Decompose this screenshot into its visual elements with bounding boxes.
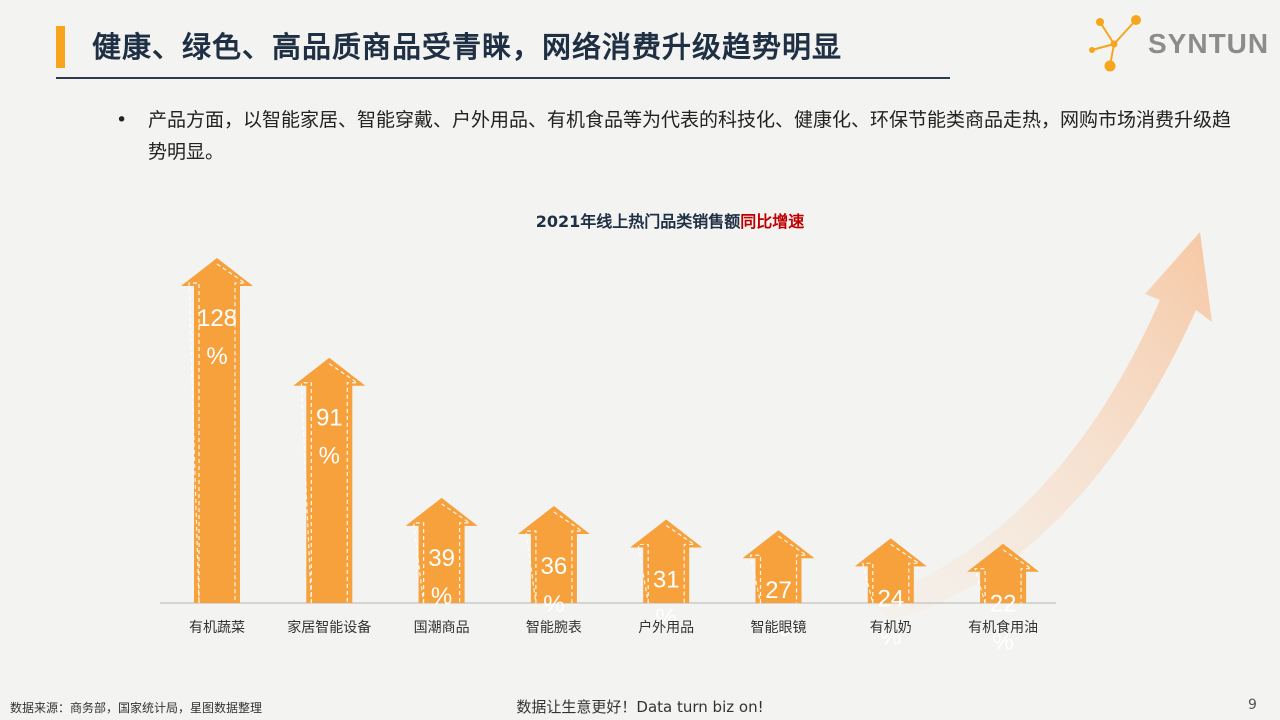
data-label-value-6: 24 [877,585,904,612]
data-label-suffix-3: % [543,591,564,618]
category-label-3: 智能腕表 [526,620,582,636]
category-label-2: 国潮商品 [414,620,470,636]
bullet-point: • 产品方面，以智能家居、智能穿戴、户外用品、有机食品等为代表的科技化、健康化、… [116,104,1240,168]
category-label-7: 有机食用油 [968,619,1038,636]
chart-title-highlight: 同比增速 [740,212,805,231]
bullet-text: 产品方面，以智能家居、智能穿戴、户外用品、有机食品等为代表的科技化、健康化、环保… [148,109,1232,163]
bar-outline-7 [974,549,1034,604]
data-label-value-4: 31 [653,566,680,593]
data-label-value-5: 27 [765,577,792,604]
data-label-suffix-7: % [992,629,1013,656]
category-label-4: 户外用品 [638,619,694,636]
bar-outline-5 [749,535,809,604]
logo-text: SYNTUN [1148,28,1270,59]
category-label-6: 有机奶 [870,620,912,636]
data-label-value-2: 39 [428,545,455,572]
data-label-value-0: 128 [197,305,237,332]
trend-arrow-icon [870,232,1212,620]
footer-slogan: 数据让生意更好！Data turn biz on! [516,698,764,716]
chart-title: 2021年线上热门品类销售额同比增速 [0,208,1280,232]
title-divider [56,77,950,79]
data-label-suffix-2: % [431,583,452,610]
page-title: 健康、绿色、高品质商品受青睐，网络消费升级趋势明显 [92,30,843,64]
title-accent-bar [56,26,65,68]
footer-source: 数据来源：商务部，国家统计局，星图数据整理 [10,701,263,715]
bar-arrow-4 [630,519,703,603]
data-label-suffix-5: % [768,615,789,642]
data-label-value-1: 91 [316,405,343,432]
category-label-0: 有机蔬菜 [189,620,245,636]
bar-outline-0 [188,263,247,604]
bar-outline-4 [637,524,697,604]
data-label-suffix-4: % [656,604,677,631]
bar-outline-1 [300,363,360,604]
page-number: 9 [1248,697,1257,713]
data-label-suffix-6: % [880,623,901,650]
data-label-suffix-0: % [206,343,227,370]
bar-outline-6 [862,543,921,604]
syntun-logo-icon [1089,15,1141,72]
data-label-suffix-1: % [319,443,340,470]
bar-outline-3 [525,511,584,604]
bullet-marker: • [116,109,128,131]
bar-arrow-1 [293,357,366,603]
bar-outline-2 [412,503,472,604]
data-label-value-3: 36 [541,553,568,580]
data-label-value-7: 22 [990,591,1017,618]
category-label-1: 家居智能设备 [287,619,371,636]
chart-title-main: 2021年线上热门品类销售额 [535,212,741,231]
category-label-5: 智能眼镜 [751,620,807,636]
